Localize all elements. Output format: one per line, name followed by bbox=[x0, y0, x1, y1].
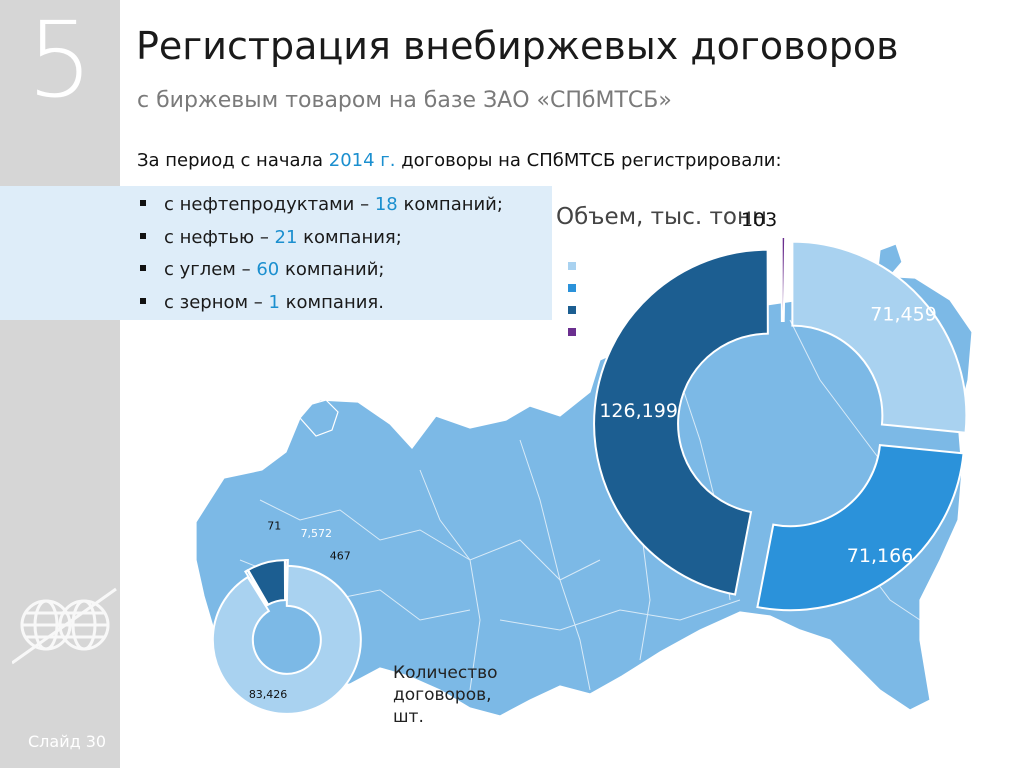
bullet-text: с зерном – bbox=[164, 291, 269, 313]
chart-legend: Нефтепродукты Нефть Уголь Зерно bbox=[568, 256, 692, 344]
legend-label: Нефть bbox=[580, 281, 625, 296]
period-suffix: договоры на СПбМТСБ регистрировали: bbox=[395, 150, 782, 171]
slide-label: Слайд 30 bbox=[28, 732, 107, 751]
page-subtitle: с биржевым товаром на базе ЗАО «СПбМТСБ» bbox=[137, 88, 672, 113]
list-item: с нефтью – 21 компания; bbox=[140, 225, 503, 258]
bullet-suffix: компания. bbox=[279, 291, 384, 313]
map-island bbox=[877, 243, 903, 277]
period-prefix: За период с начала bbox=[137, 150, 329, 171]
list-item: с нефтепродуктами – 18 компаний; bbox=[140, 192, 503, 225]
legend-swatch bbox=[568, 262, 576, 270]
list-item: с углем – 60 компаний; bbox=[140, 257, 503, 290]
legend-label: Нефтепродукты bbox=[580, 259, 692, 274]
legend-item: Нефть bbox=[568, 278, 692, 300]
legend-swatch bbox=[568, 284, 576, 292]
bullet-suffix: компаний; bbox=[397, 194, 503, 215]
count-chart-title: Количество договоров, шт. bbox=[393, 663, 498, 727]
bullet-icon bbox=[140, 232, 146, 239]
legend-label: Уголь bbox=[580, 303, 619, 318]
bullet-icon bbox=[140, 265, 146, 271]
list-item: с зерном – 1 компания. bbox=[140, 290, 503, 323]
bullet-suffix: компания; bbox=[297, 226, 402, 248]
page-title: Регистрация внебиржевых договоров bbox=[136, 24, 899, 68]
bullet-suffix: компаний; bbox=[279, 259, 385, 280]
exchange-logo bbox=[12, 587, 117, 665]
bullet-icon bbox=[140, 200, 146, 206]
bullet-value: 1 bbox=[268, 291, 280, 313]
legend-swatch bbox=[568, 306, 576, 314]
bullet-text: с нефтепродуктами – bbox=[164, 194, 375, 215]
legend-item: Нефтепродукты bbox=[568, 256, 692, 278]
volume-chart-title: Объем, тыс. тонн bbox=[556, 204, 768, 230]
sidebar: 5 Слайд 30 bbox=[0, 0, 120, 768]
bullet-list: с нефтепродуктами – 18 компаний; с нефть… bbox=[140, 192, 503, 322]
bullet-value: 60 bbox=[256, 259, 280, 280]
period-year: 2014 г. bbox=[328, 150, 396, 171]
legend-item: Зерно bbox=[568, 322, 692, 344]
legend-item: Уголь bbox=[568, 300, 692, 322]
bullets-band bbox=[0, 186, 552, 320]
bullet-text: с нефтью – bbox=[164, 226, 275, 248]
legend-label: Зерно bbox=[580, 325, 622, 340]
bullet-text: с углем – bbox=[164, 259, 257, 280]
period-text: За период с начала 2014 г. договоры на С… bbox=[137, 150, 782, 171]
bullet-value: 18 bbox=[374, 194, 398, 215]
bullet-value: 21 bbox=[274, 226, 298, 248]
legend-swatch bbox=[568, 328, 576, 336]
bullet-icon bbox=[140, 297, 146, 304]
slide-number: 5 bbox=[26, 0, 94, 121]
map-peninsula bbox=[299, 399, 339, 437]
